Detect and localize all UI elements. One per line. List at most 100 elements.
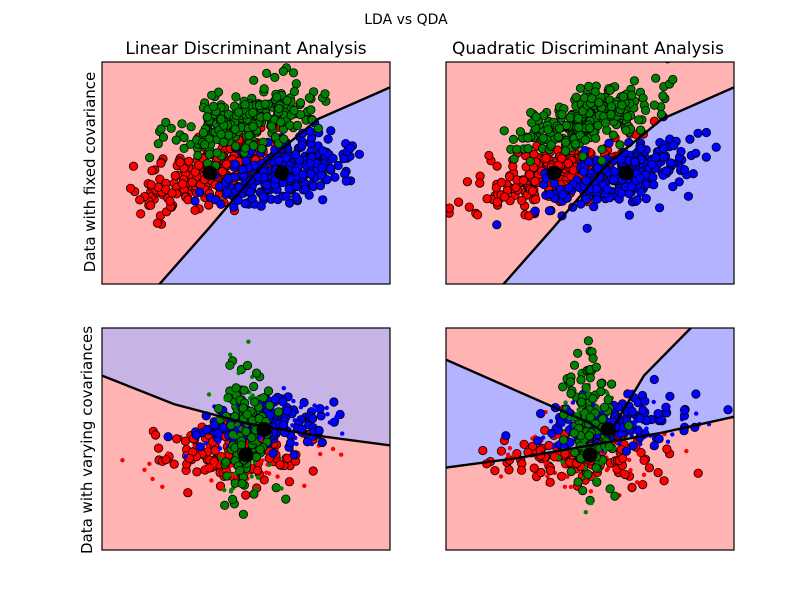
data-point [147,461,152,466]
data-point [187,177,197,187]
data-point [294,441,299,447]
data-point [621,125,631,135]
data-point [204,149,215,159]
data-point [150,476,155,482]
data-point [209,478,214,483]
data-point [651,73,661,83]
data-point [249,474,254,479]
data-point [558,435,569,445]
data-point [224,130,234,140]
data-point [289,450,299,460]
data-point [222,487,227,493]
data-point [685,134,695,144]
data-point [629,76,640,86]
data-point [691,389,701,399]
data-point [647,159,657,170]
data-point [518,175,529,185]
data-point [464,202,474,212]
data-point [270,72,280,83]
data-point [179,132,189,143]
panel-1-title: Quadratic Discriminant Analysis [452,39,724,59]
data-point [314,407,319,413]
decision-boundary [502,86,734,284]
data-point [668,182,678,192]
data-point [573,113,583,124]
data-point [548,419,554,424]
data-point [569,360,580,370]
data-point [186,122,196,132]
data-point [291,192,301,202]
data-point [627,482,637,493]
data-point [576,397,587,407]
data-point [255,475,261,480]
data-point [654,203,665,213]
data-point [683,191,694,201]
data-point [345,143,355,153]
data-point [120,458,125,463]
data-point [295,98,306,108]
data-point [635,125,646,135]
data-point [190,196,200,206]
data-point [278,420,289,430]
data-point [179,143,189,153]
data-point [615,140,625,150]
figure-suptitle: LDA vs QDA [364,12,448,28]
data-point [641,472,647,477]
data-point [693,468,703,478]
data-point [152,218,163,228]
data-point [570,400,576,405]
data-point [306,105,316,115]
data-point [165,451,171,456]
data-point [214,403,224,414]
data-point [259,84,269,94]
data-point [565,474,570,479]
data-point [258,393,268,403]
data-point [453,197,464,207]
data-point [225,473,230,478]
data-point [603,395,613,405]
data-point [231,92,241,102]
data-point [278,66,288,77]
data-point [575,83,586,93]
data-point [636,452,642,457]
data-point [256,201,266,211]
data-point [578,167,589,177]
data-point [684,448,689,454]
data-point [584,431,594,441]
data-point [318,451,323,457]
data-point [238,164,248,175]
data-point [207,90,217,100]
data-point [545,474,550,479]
data-point [216,199,226,209]
data-point [592,194,602,204]
data-point [533,436,543,446]
data-point [462,177,472,187]
data-point [593,120,603,131]
data-point [604,467,610,473]
data-point [659,476,669,486]
data-point [616,188,626,198]
data-point [234,107,244,117]
data-point [285,438,296,448]
data-point [573,477,583,487]
data-point [231,141,241,151]
data-point [262,180,272,190]
data-point [221,457,231,467]
data-point [601,415,606,420]
data-point [230,124,240,134]
data-point [499,126,509,136]
data-point [245,187,255,197]
data-point [649,441,659,451]
data-point [676,146,686,157]
data-point [661,166,671,176]
data-point [206,392,212,397]
data-point [665,158,676,168]
data-point [606,102,617,112]
data-point [570,139,581,149]
data-point [166,123,176,133]
data-point [653,467,663,478]
data-point [275,474,280,479]
qda-fixed-covariance-panel [445,61,735,285]
data-point [585,412,595,422]
decision-boundary [102,374,390,447]
